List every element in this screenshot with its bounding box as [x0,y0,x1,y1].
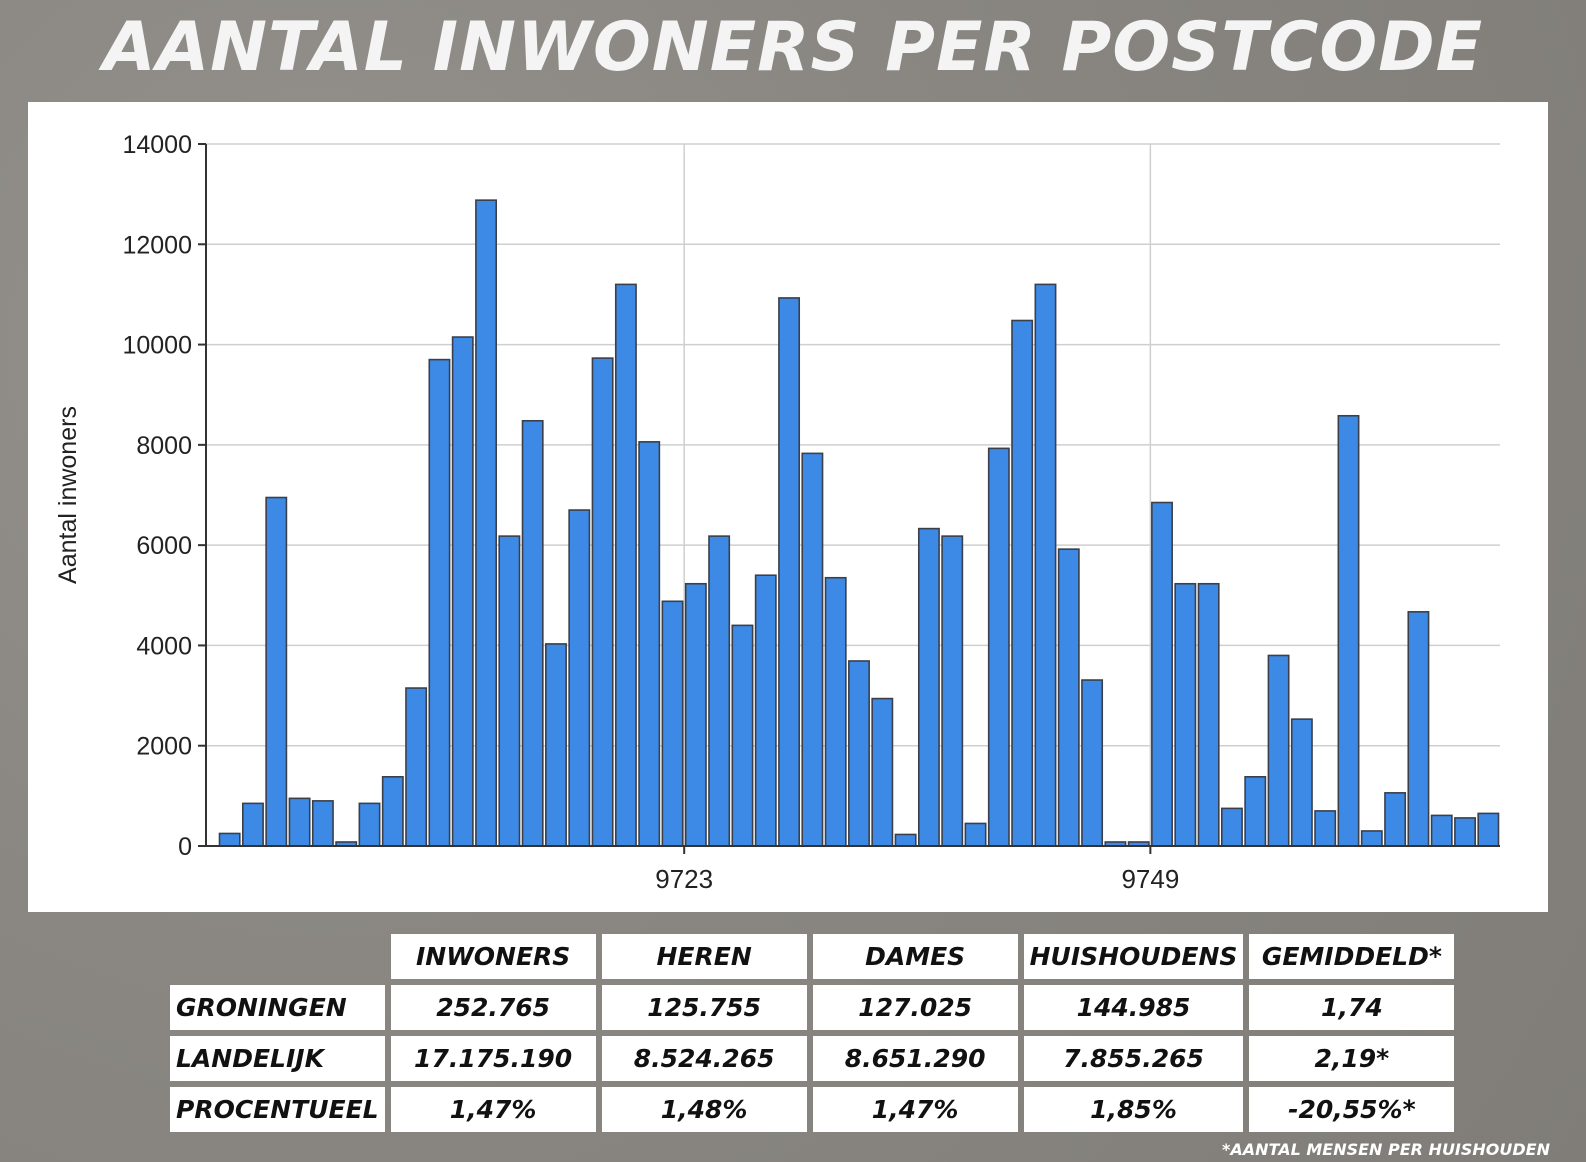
header-heren: HEREN [601,934,807,979]
header-huishoudens: HUISHOUDENS [1023,934,1244,979]
bar [638,441,661,847]
bar [661,600,684,847]
bar [824,576,847,847]
bar [568,509,591,847]
bar [1290,718,1313,847]
x-tick-label: 9749 [1121,864,1179,894]
bar [1267,654,1290,847]
y-axis-label: Aantal inwoners [54,406,82,584]
bar [708,535,731,847]
bar [1360,830,1383,847]
y-tick-label: 0 [178,833,192,861]
table-cell: 252.765 [390,985,596,1030]
bar [1407,611,1430,847]
bar [1034,283,1057,847]
table-row: GRONINGEN 252.765 125.755 127.025 144.98… [170,985,1455,1030]
bar [1314,810,1337,847]
bar [218,832,241,847]
bar [1081,679,1104,847]
bar [428,358,451,847]
bar [311,800,334,847]
bar [778,297,801,847]
table-row: PROCENTUEEL 1,47% 1,48% 1,47% 1,85% -20,… [170,1087,1455,1132]
bar [591,357,614,847]
bar [801,452,824,847]
table-cell: 1,85% [1023,1087,1244,1132]
bar [614,283,637,847]
bar [1430,814,1453,847]
bar [1174,582,1197,847]
bar [1337,414,1360,847]
table-cell: 2,19* [1249,1036,1455,1081]
bar [242,802,264,847]
y-tick-label: 12000 [122,231,192,259]
bar [1244,776,1267,847]
table-cell: 1,74 [1249,985,1455,1030]
row-label-groningen: GRONINGEN [170,985,385,1030]
y-tick-label: 6000 [136,532,192,560]
bar [451,336,474,847]
table-cell: 7.855.265 [1023,1036,1244,1081]
y-tick-label: 8000 [136,432,192,460]
y-tick-label: 2000 [136,733,192,761]
bar [917,527,940,847]
stats-table: INWONERS HEREN DAMES HUISHOUDENS GEMIDDE… [164,928,1460,1138]
bar [894,833,917,847]
bar [498,535,521,847]
table-cell: 1,47% [812,1087,1018,1132]
table-corner [170,934,385,979]
bar [1057,548,1080,847]
table-cell: 17.175.190 [390,1036,596,1081]
bar [871,697,894,847]
bar [1477,812,1500,847]
bar [754,574,777,847]
table-cell: 1,47% [390,1087,596,1132]
x-tick-label: 9723 [655,864,713,894]
bar [1151,501,1173,847]
header-dames: DAMES [812,934,1018,979]
bar [964,822,987,847]
header-gemiddeld: GEMIDDELD* [1249,934,1455,979]
bar [1220,807,1243,847]
y-tick-label: 10000 [122,332,192,360]
header-inwoners: INWONERS [390,934,596,979]
bar [1011,319,1034,847]
bar [684,582,707,847]
y-tick-label: 14000 [122,131,192,159]
bar [521,419,544,847]
footnote: *AANTAL MENSEN PER HUISHOUDEN [1222,1140,1550,1159]
table-row: LANDELIJK 17.175.190 8.524.265 8.651.290… [170,1036,1455,1081]
bar [545,643,567,847]
row-label-procentueel: PROCENTUEEL [170,1087,385,1132]
bar [405,687,428,847]
bar-chart: 0 2000 4000 6000 8000 10000 12000 14000 9723 9749… [54,131,1500,894]
y-tick-label: 4000 [136,632,192,660]
bar [265,496,288,847]
bar [381,776,404,847]
table-cell: 125.755 [601,985,807,1030]
bar [358,802,381,847]
bar [1384,792,1407,847]
bar [475,199,498,847]
bar [1197,582,1220,847]
table-cell: 144.985 [1023,985,1244,1030]
table-cell: 8.524.265 [601,1036,807,1081]
page-title: AANTAL INWONERS PER POSTCODE [102,8,1484,87]
bar [848,660,870,847]
row-label-landelijk: LANDELIJK [170,1036,385,1081]
table-cell: -20,55%* [1249,1087,1455,1132]
table-header-row: INWONERS HEREN DAMES HUISHOUDENS GEMIDDE… [170,934,1455,979]
table-cell: 127.025 [812,985,1018,1030]
bar [288,797,311,847]
chart-panel: 0 2000 4000 6000 8000 10000 12000 14000 9723 9749… [28,102,1548,912]
table-cell: 8.651.290 [812,1036,1018,1081]
table-cell: 1,48% [601,1087,807,1132]
bar [731,624,754,847]
bar [987,447,1010,847]
bar [1454,817,1476,847]
bar [941,535,964,847]
